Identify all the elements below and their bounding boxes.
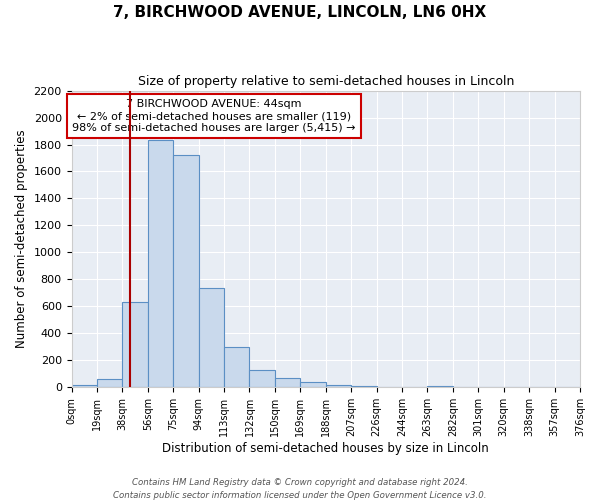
Bar bbox=[71, 384, 97, 388]
Bar bbox=[173, 156, 199, 388]
Bar bbox=[122, 302, 148, 388]
Bar bbox=[326, 384, 351, 388]
Bar bbox=[250, 370, 275, 388]
Text: 7 BIRCHWOOD AVENUE: 44sqm
← 2% of semi-detached houses are smaller (119)
98% of : 7 BIRCHWOOD AVENUE: 44sqm ← 2% of semi-d… bbox=[72, 100, 356, 132]
Bar bbox=[351, 386, 377, 388]
Bar bbox=[199, 288, 224, 388]
Bar bbox=[97, 380, 122, 388]
Bar bbox=[301, 382, 326, 388]
Bar bbox=[224, 347, 250, 388]
Title: Size of property relative to semi-detached houses in Lincoln: Size of property relative to semi-detach… bbox=[137, 75, 514, 88]
Bar bbox=[554, 386, 580, 388]
Text: 7, BIRCHWOOD AVENUE, LINCOLN, LN6 0HX: 7, BIRCHWOOD AVENUE, LINCOLN, LN6 0HX bbox=[113, 5, 487, 20]
X-axis label: Distribution of semi-detached houses by size in Lincoln: Distribution of semi-detached houses by … bbox=[163, 442, 489, 455]
Bar bbox=[427, 386, 453, 388]
Y-axis label: Number of semi-detached properties: Number of semi-detached properties bbox=[15, 130, 28, 348]
Bar bbox=[504, 386, 529, 388]
Bar bbox=[148, 140, 173, 388]
Text: Contains HM Land Registry data © Crown copyright and database right 2024.
Contai: Contains HM Land Registry data © Crown c… bbox=[113, 478, 487, 500]
Bar bbox=[275, 378, 301, 388]
